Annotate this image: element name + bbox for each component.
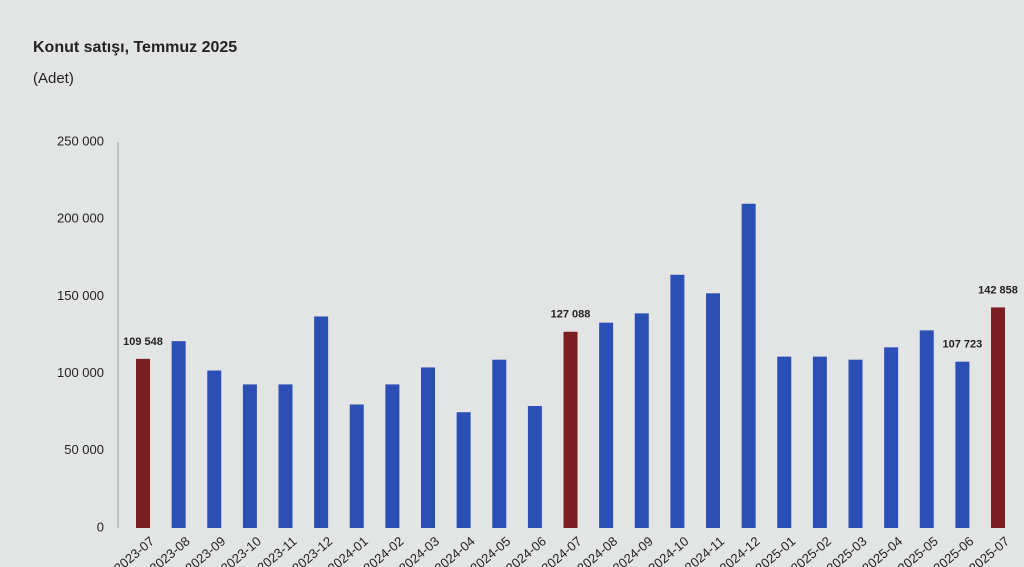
- chart-subtitle: (Adet): [33, 70, 74, 87]
- bar: [385, 384, 400, 528]
- bar: [884, 347, 899, 528]
- bar: [670, 274, 685, 528]
- bar: [314, 316, 329, 528]
- bar: [207, 370, 222, 528]
- value-label: 109 548: [123, 336, 163, 348]
- y-tick-label: 150 000: [57, 288, 104, 303]
- bar: [634, 313, 649, 528]
- y-tick-label: 200 000: [57, 211, 104, 226]
- bar: [527, 406, 542, 528]
- bar: [741, 203, 756, 528]
- bar: [171, 341, 186, 528]
- bar: [599, 322, 614, 528]
- chart-title: Konut satışı, Temmuz 2025: [33, 39, 237, 56]
- bar: [421, 367, 436, 528]
- y-tick-label: 0: [97, 519, 104, 534]
- value-label: 142 858: [978, 284, 1018, 296]
- bar: [136, 358, 151, 528]
- bar: [492, 359, 507, 528]
- bar: [848, 359, 863, 528]
- bar: [706, 293, 721, 528]
- bar: [812, 356, 827, 528]
- y-tick-label: 250 000: [57, 133, 104, 148]
- bar: [777, 356, 792, 528]
- bar: [991, 307, 1006, 528]
- bar: [955, 361, 970, 528]
- bar: [563, 331, 578, 528]
- bar: [349, 404, 364, 528]
- bar: [456, 412, 471, 528]
- bar: [919, 330, 934, 528]
- bar: [242, 384, 257, 528]
- value-label: 127 088: [551, 309, 591, 321]
- bar: [278, 384, 293, 528]
- value-label: 107 723: [943, 339, 983, 351]
- y-tick-label: 100 000: [57, 365, 104, 380]
- y-tick-label: 50 000: [64, 442, 104, 457]
